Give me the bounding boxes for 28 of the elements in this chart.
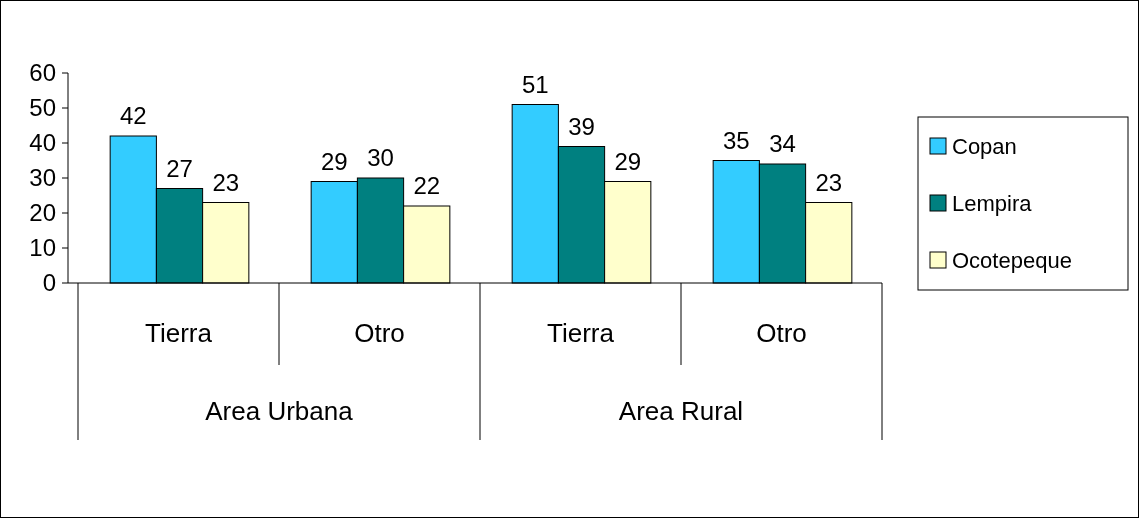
text: Area Urbana [205,396,354,426]
data-label: 30 [367,144,394,171]
y-tick-label: 20 [29,199,56,227]
y-tick-label: 0 [42,269,56,297]
data-label: 39 [568,112,595,140]
x-tick-label: Tierra [547,318,615,348]
data-label: 23 [212,168,240,196]
data-label: 34 [769,130,796,157]
x-tick-label: Tierra [145,318,213,348]
data-label: 42 [119,102,147,129]
data-label: 29 [320,147,348,175]
y-tick-label: 40 [29,129,56,157]
legend-label: Ocotepeque [952,247,1072,273]
y-tick-label: 50 [29,94,56,122]
x-tick-label: Otro [756,318,807,348]
data-label: 35 [722,126,750,154]
data-label: 23 [815,168,843,196]
legend-label: Lempira [952,190,1033,216]
y-tick-label: 60 [29,59,56,87]
text: Area Rural [618,396,744,426]
y-tick-label: 10 [29,234,56,262]
data-label: 29 [614,147,642,175]
data-label: 22 [413,172,441,199]
data-label: 27 [166,154,193,182]
data-label: 51 [521,70,549,98]
legend-label: Copan [952,133,1017,159]
x-tick-label: Otro [354,318,405,348]
y-tick-label: 30 [29,164,56,192]
